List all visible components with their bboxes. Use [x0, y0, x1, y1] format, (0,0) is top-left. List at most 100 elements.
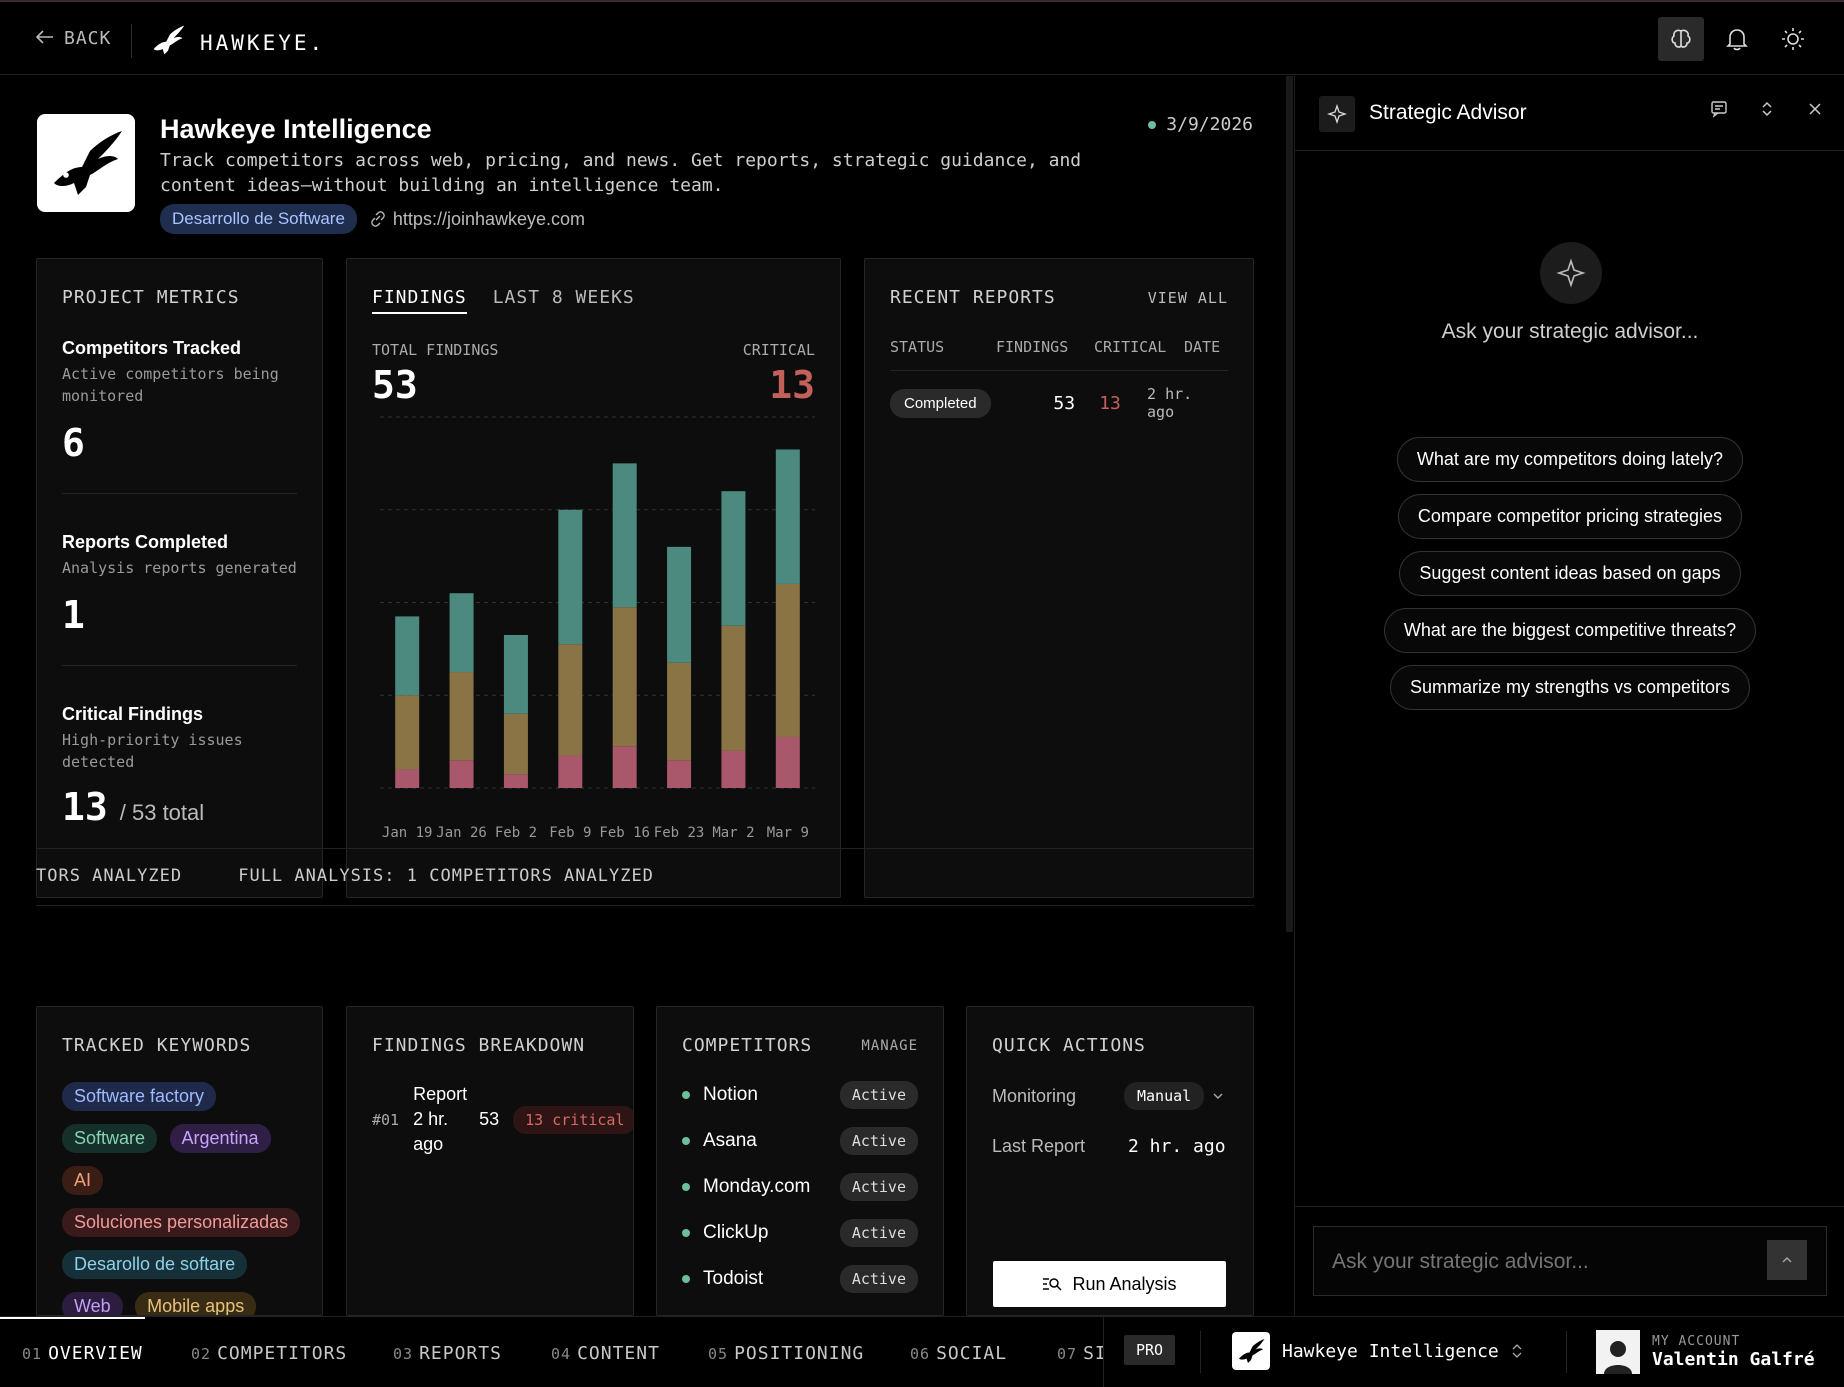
status-dot	[682, 1137, 690, 1145]
metric-value: 1	[62, 593, 85, 637]
notifications-button[interactable]	[1714, 17, 1760, 61]
bar-segment[interactable]	[395, 616, 420, 696]
tab-reports[interactable]: 03 REPORTS	[393, 1343, 502, 1364]
project-date: 3/9/2026	[1148, 114, 1253, 135]
tab-last-8-weeks[interactable]: LAST 8 WEEKS	[492, 287, 635, 308]
tab-label: CONTENT	[577, 1343, 660, 1364]
view-all-link[interactable]: VIEW ALL	[1147, 288, 1228, 307]
divider	[131, 24, 132, 58]
keyword-chip[interactable]: Mobile apps	[135, 1292, 257, 1315]
chevron-down-icon[interactable]	[1212, 1092, 1224, 1100]
theme-toggle-button[interactable]	[1770, 17, 1816, 61]
list-item[interactable]: ClickUp Active	[682, 1210, 918, 1256]
bar-segment[interactable]	[395, 695, 420, 770]
tab-number: 05	[708, 1345, 729, 1363]
table-row[interactable]: Completed 53 13 2 hr. ago	[890, 385, 1228, 421]
divider	[1200, 1331, 1201, 1373]
status-badge: Active	[839, 1127, 918, 1155]
bar-segment[interactable]	[612, 463, 637, 608]
keyword-chip[interactable]: Argentina	[169, 1124, 271, 1153]
scrollbar[interactable]	[1286, 76, 1293, 932]
keyword-chip[interactable]: Desarollo de softare	[62, 1250, 248, 1279]
bar-segment[interactable]	[503, 713, 528, 775]
bar-segment[interactable]	[449, 593, 474, 673]
project-description: Track competitors across web, pricing, a…	[160, 150, 1082, 196]
tab-findings[interactable]: FINDINGS	[372, 287, 467, 314]
bar-segment[interactable]	[721, 625, 746, 751]
send-button[interactable]	[1767, 1240, 1807, 1280]
x-tick-label: Feb 9	[549, 825, 591, 841]
bar-segment[interactable]	[775, 583, 800, 737]
suggestion-chip[interactable]: Suggest content ideas based on gaps	[1399, 551, 1741, 596]
bar-segment[interactable]	[449, 760, 474, 788]
back-button[interactable]: BACK	[35, 28, 111, 49]
status-dot	[1148, 120, 1157, 129]
bar-segment[interactable]	[721, 491, 746, 626]
recent-reports-card: RECENT REPORTS VIEW ALL STATUS FINDINGS …	[864, 258, 1254, 898]
status-badge: Completed	[890, 388, 991, 418]
category-tag[interactable]: Desarrollo de Software	[160, 204, 357, 234]
tab-social[interactable]: 06 SOCIAL	[910, 1343, 1007, 1364]
keyword-chip[interactable]: Soluciones personalizadas	[62, 1208, 301, 1237]
bar-segment[interactable]	[775, 449, 800, 584]
column-header-critical: CRITICAL	[1094, 338, 1167, 356]
list-item[interactable]: Asana Active	[682, 1118, 918, 1164]
account-menu[interactable]: MY ACCOUNT Valentin Galfré	[1596, 1330, 1815, 1374]
bar-segment[interactable]	[395, 769, 420, 788]
account-label: MY ACCOUNT	[1652, 1334, 1741, 1349]
project-avatar	[1232, 1332, 1270, 1370]
bar-segment[interactable]	[558, 509, 583, 645]
project-link[interactable]: https://joinhawkeye.com	[371, 209, 585, 230]
bar-segment[interactable]	[612, 607, 637, 747]
bar-segment[interactable]	[667, 546, 692, 663]
column-header-findings: FINDINGS	[996, 338, 1069, 356]
bar-segment[interactable]	[721, 750, 746, 788]
tab-truncated[interactable]: 07 SI	[1057, 1343, 1107, 1364]
suggestion-chip[interactable]: Summarize my strengths vs competitors	[1389, 665, 1751, 710]
tab-content[interactable]: 04 CONTENT	[551, 1343, 660, 1364]
advisor-input[interactable]	[1332, 1245, 1752, 1279]
metric-sub: Active competitors being monitored	[62, 365, 279, 405]
suggestion-chip[interactable]: Compare competitor pricing strategies	[1397, 494, 1743, 539]
bar-segment[interactable]	[449, 672, 474, 761]
list-item[interactable]: Todoist Active	[682, 1256, 918, 1302]
bar-segment[interactable]	[667, 662, 692, 761]
metric-name: Competitors Tracked	[62, 338, 242, 358]
brain-button[interactable]	[1658, 17, 1704, 61]
list-item[interactable]: Monday.com Active	[682, 1164, 918, 1210]
tab-number: 07	[1057, 1345, 1078, 1363]
manage-link[interactable]: MANAGE	[861, 1037, 918, 1054]
main-content: Hawkeye Intelligence Track competitors a…	[0, 76, 1288, 1316]
keyword-chip[interactable]: Software factory	[62, 1082, 217, 1111]
bar-segment[interactable]	[558, 755, 583, 788]
tab-competitors[interactable]: 02 COMPETITORS	[191, 1343, 347, 1364]
keyword-chip[interactable]: Software	[62, 1124, 158, 1153]
bar-segment[interactable]	[667, 760, 692, 788]
keyword-chip[interactable]: Web	[62, 1292, 123, 1315]
metric-value: 13	[62, 785, 108, 829]
bar-segment[interactable]	[503, 634, 528, 714]
keyword-chip[interactable]: AI	[62, 1166, 104, 1195]
tab-overview[interactable]: 01 OVERVIEW	[22, 1343, 143, 1364]
brand[interactable]: HAWKEYE.	[150, 22, 325, 64]
run-analysis-button[interactable]: Run Analysis	[993, 1261, 1226, 1307]
bar-segment[interactable]	[503, 774, 528, 788]
expand-icon[interactable]	[1758, 100, 1776, 118]
monitoring-select[interactable]: Manual	[1124, 1082, 1205, 1110]
metric-name: Critical Findings	[62, 704, 204, 724]
eagle-logo-icon	[54, 131, 122, 195]
project-switcher[interactable]: Hawkeye Intelligence	[1232, 1332, 1523, 1370]
bar-segment[interactable]	[558, 644, 583, 756]
close-icon[interactable]	[1806, 100, 1824, 118]
list-item[interactable]: Notion Active	[682, 1072, 918, 1118]
bottom-right-area: PRO Hawkeye Intelligence MY ACCOUNT Vale…	[1103, 1317, 1844, 1387]
tracked-keywords-card: TRACKED KEYWORDS Software factory Softwa…	[36, 1006, 323, 1316]
tab-positioning[interactable]: 05 POSITIONING	[708, 1343, 864, 1364]
suggestion-chip[interactable]: What are my competitors doing lately?	[1396, 437, 1744, 482]
chat-history-icon[interactable]	[1710, 100, 1728, 118]
bar-segment[interactable]	[775, 736, 800, 788]
column-header-status: STATUS	[890, 338, 945, 356]
bar-segment[interactable]	[612, 746, 637, 788]
breakdown-row[interactable]: #01 Report 2 hr. ago 53 13 critical	[372, 1082, 633, 1157]
suggestion-chip[interactable]: What are the biggest competitive threats…	[1383, 608, 1757, 653]
